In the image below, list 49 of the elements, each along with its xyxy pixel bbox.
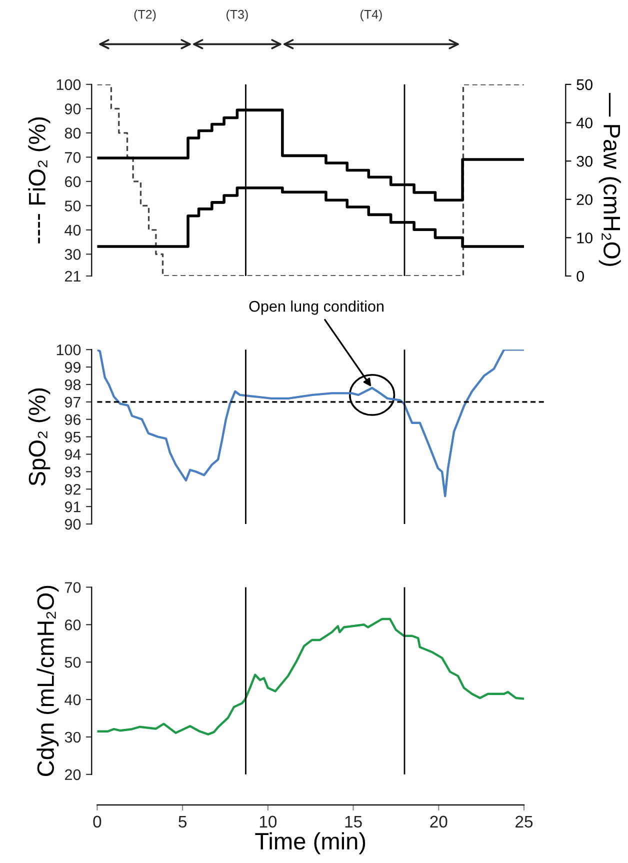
y-tick-label: 99 — [64, 362, 81, 373]
y-tick-label: 70 — [65, 582, 81, 593]
y-tick-label: 94 — [64, 449, 81, 460]
y2-tick-label: 40 — [576, 118, 592, 128]
y2-tick-label: 20 — [576, 194, 592, 206]
y-tick-label: 93 — [64, 466, 81, 478]
y-tick-label: 40 — [64, 694, 81, 706]
y-tick-label: 70 — [65, 152, 81, 163]
y-tick-label: 90 — [64, 518, 81, 530]
y-tick-label: 91 — [64, 501, 80, 512]
y2-axis-title: — Paw (cmH₂O) — [598, 92, 621, 266]
y2-tick-label: 10 — [577, 232, 592, 244]
y-tick-label: 100 — [56, 79, 81, 90]
y-tick-label: 50 — [64, 200, 81, 212]
x-tick-label: 25 — [516, 816, 533, 828]
y2-tick-label: 50 — [576, 79, 592, 90]
y-tick-label: 95 — [64, 432, 81, 442]
y-axis-title: Cdyn (mL/cmH₂O) — [36, 586, 59, 776]
text: (T2) — [134, 10, 156, 22]
y2-tick-label: 30 — [576, 156, 592, 167]
text: (T4) — [360, 10, 382, 22]
y-tick-label: 100 — [56, 344, 81, 356]
y-axis-title: SpO₂ (%) — [28, 388, 50, 486]
x-axis-title: Time (min) — [255, 832, 366, 854]
y-tick-label: 20 — [65, 769, 81, 780]
y-tick-label: 98 — [64, 379, 81, 390]
y-tick-label: 60 — [65, 620, 81, 630]
y-tick-label: 30 — [64, 249, 81, 260]
line-series — [97, 618, 524, 736]
y-tick-label: 50 — [64, 656, 81, 668]
text: (T3) — [226, 10, 248, 22]
y-tick-label: 30 — [64, 732, 81, 743]
y-tick-label: 96 — [64, 414, 81, 426]
y-tick-label: 40 — [64, 224, 81, 236]
line-series — [97, 350, 524, 498]
y-tick-label: 92 — [64, 484, 80, 495]
y-tick-label: 80 — [64, 128, 81, 139]
annotation: Open lung condition — [249, 300, 384, 315]
y-tick-label: 90 — [64, 104, 81, 114]
x-tick-label: 20 — [430, 816, 448, 828]
y-tick-label: 60 — [65, 176, 81, 188]
y2-tick-label: 0 — [576, 270, 584, 282]
x-tick-label: 10 — [260, 816, 277, 828]
y-tick-label: 21 — [65, 270, 80, 282]
y-axis-title: ---- FiO₂ (%) — [28, 117, 50, 244]
x-tick-label: 5 — [178, 816, 186, 828]
x-tick-label: 15 — [345, 816, 362, 828]
y-tick-label: 97 — [64, 396, 80, 408]
x-tick-label: 0 — [93, 816, 102, 828]
